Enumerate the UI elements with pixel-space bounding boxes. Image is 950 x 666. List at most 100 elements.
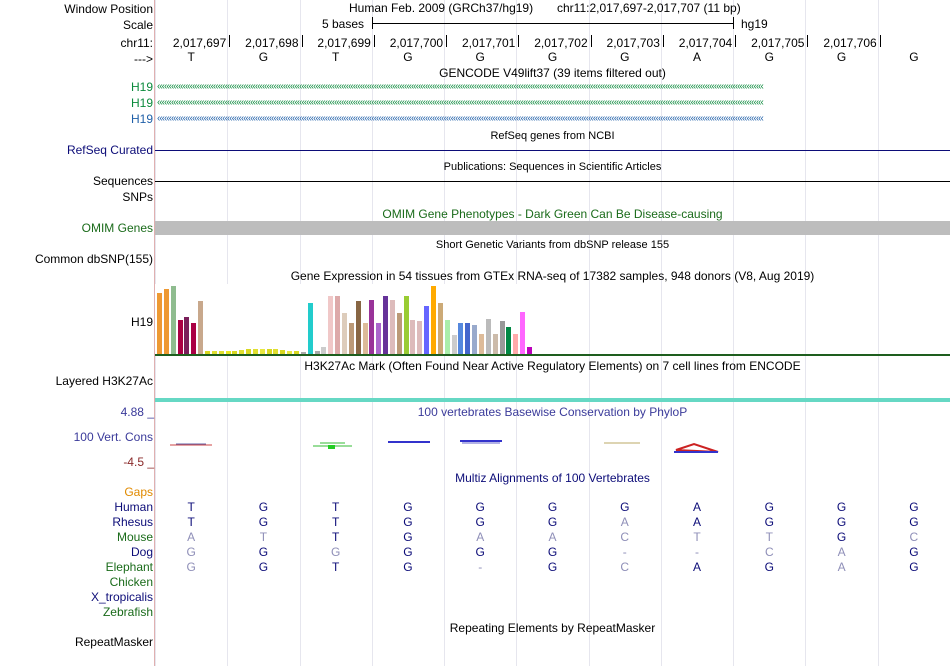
gtex-tissue-bar[interactable] [287, 351, 293, 354]
gtex-tissue-bar[interactable] [204, 351, 210, 354]
gaps-label[interactable]: Gaps [124, 485, 153, 499]
omim-track-label[interactable]: OMIM Genes [81, 221, 153, 235]
gtex-tissue-bar[interactable] [383, 296, 389, 354]
gtex-tissue-bar[interactable] [307, 303, 313, 354]
gtex-tissue-bar[interactable] [170, 286, 176, 354]
gtex-tissue-bar[interactable] [396, 313, 402, 354]
gtex-tissue-bar[interactable] [526, 347, 532, 354]
gtex-bar-chart[interactable] [155, 284, 535, 354]
gtex-tissue-bar[interactable] [465, 323, 471, 354]
gtex-tissue-bar[interactable] [437, 303, 443, 354]
gtex-tissue-bar[interactable] [232, 351, 238, 354]
aligned-base: G [909, 560, 919, 574]
h3k27ac-track-title[interactable]: H3K27Ac Mark (Often Found Near Active Re… [304, 359, 801, 373]
gtex-tissue-bar[interactable] [355, 301, 361, 354]
gtex-tissue-bar[interactable] [520, 312, 526, 354]
gtex-tissue-bar[interactable] [177, 320, 183, 354]
gtex-tissue-bar[interactable] [478, 334, 484, 354]
gencode-gene-3-feature[interactable]: ‹‹‹‹‹‹‹‹‹‹‹‹‹‹‹‹‹‹‹‹‹‹‹‹‹‹‹‹‹‹‹‹‹‹‹‹‹‹‹‹… [157, 114, 764, 124]
gtex-tissue-bar[interactable] [184, 317, 190, 354]
phylop-track-title[interactable]: 100 vertebrates Basewise Conservation by… [417, 405, 688, 419]
gtex-tissue-bar[interactable] [280, 350, 286, 354]
gtex-tissue-bar[interactable] [321, 347, 327, 354]
gtex-tissue-bar[interactable] [300, 352, 306, 354]
species-label[interactable]: Rhesus [112, 515, 153, 529]
gtex-tissue-bar[interactable] [417, 321, 423, 354]
gtex-tissue-bar[interactable] [294, 351, 299, 354]
refseq-track-label[interactable]: RefSeq Curated [66, 143, 153, 157]
h3k27ac-signal[interactable] [155, 398, 950, 402]
gtex-tissue-bar[interactable] [444, 320, 450, 354]
refseq-track-title[interactable]: RefSeq genes from NCBI [490, 130, 615, 142]
gencode-gene-1-feature[interactable]: ‹‹‹‹‹‹‹‹‹‹‹‹‹‹‹‹‹‹‹‹‹‹‹‹‹‹‹‹‹‹‹‹‹‹‹‹‹‹‹‹… [157, 82, 764, 92]
gtex-tissue-bar[interactable] [157, 293, 162, 354]
gtex-tissue-bar[interactable] [191, 323, 197, 354]
h3k27ac-track-label[interactable]: Layered H3K27Ac [55, 374, 153, 388]
dbsnp-track-title[interactable]: Short Genetic Variants from dbSNP releas… [435, 239, 670, 251]
gtex-tissue-bar[interactable] [198, 301, 204, 354]
sequence-base: T [187, 50, 195, 64]
gtex-tissue-bar[interactable] [472, 325, 478, 354]
gtex-tissue-bar[interactable] [225, 351, 231, 354]
gtex-tissue-bar[interactable] [431, 286, 436, 354]
gtex-track-label[interactable]: H19 [130, 315, 153, 329]
gtex-tissue-bar[interactable] [403, 296, 409, 354]
gencode-gene-2-label[interactable]: H19 [130, 96, 153, 110]
gtex-tissue-bar[interactable] [513, 334, 519, 354]
gencode-track-title[interactable]: GENCODE V49lift37 (39 items filtered out… [439, 66, 666, 80]
gtex-tissue-bar[interactable] [341, 313, 347, 354]
repeatmasker-track-title[interactable]: Repeating Elements by RepeatMasker [449, 621, 656, 635]
gencode-gene-2-feature[interactable]: ‹‹‹‹‹‹‹‹‹‹‹‹‹‹‹‹‹‹‹‹‹‹‹‹‹‹‹‹‹‹‹‹‹‹‹‹‹‹‹‹… [157, 98, 764, 108]
gtex-tissue-bar[interactable] [211, 351, 217, 354]
gtex-tissue-bar[interactable] [266, 349, 272, 354]
gtex-tissue-bar[interactable] [246, 349, 252, 354]
gtex-tissue-bar[interactable] [163, 289, 169, 354]
phylop-track-label[interactable]: 100 Vert. Cons [73, 430, 153, 444]
gencode-gene-1-label[interactable]: H19 [130, 80, 153, 94]
gtex-tissue-bar[interactable] [362, 323, 368, 354]
gtex-tissue-bar[interactable] [252, 349, 258, 354]
gtex-tissue-bar[interactable] [335, 296, 341, 354]
repeatmasker-track-label[interactable]: RepeatMasker [74, 635, 153, 649]
snps-label[interactable]: SNPs [122, 190, 153, 204]
publications-track-title[interactable]: Publications: Sequences in Scientific Ar… [443, 161, 662, 173]
publications-line[interactable] [155, 181, 950, 182]
refseq-gene-line[interactable] [155, 150, 950, 151]
omim-feature-bar[interactable] [155, 221, 950, 235]
gtex-tissue-bar[interactable] [389, 300, 395, 354]
gtex-tissue-bar[interactable] [348, 323, 354, 354]
omim-track-title[interactable]: OMIM Gene Phenotypes - Dark Green Can Be… [382, 207, 723, 221]
species-label[interactable]: Dog [130, 545, 153, 559]
gtex-tissue-bar[interactable] [239, 350, 245, 354]
gtex-tissue-bar[interactable] [458, 323, 464, 354]
gtex-tissue-bar[interactable] [328, 296, 334, 354]
species-label[interactable]: Human [114, 500, 153, 514]
gtex-tissue-bar[interactable] [424, 306, 430, 354]
gencode-gene-3-label[interactable]: H19 [130, 112, 153, 126]
species-label[interactable]: X_tropicalis [90, 590, 153, 604]
gtex-track-title[interactable]: Gene Expression in 54 tissues from GTEx … [290, 269, 815, 283]
species-label[interactable]: Chicken [109, 575, 153, 589]
species-label[interactable]: Mouse [116, 530, 153, 544]
aligned-base: G [403, 560, 413, 574]
species-label[interactable]: Elephant [105, 560, 153, 574]
gtex-tissue-bar[interactable] [451, 335, 457, 354]
gtex-tissue-bar[interactable] [506, 327, 512, 354]
sequence-base: A [693, 50, 702, 64]
gtex-tissue-bar[interactable] [499, 321, 505, 354]
gtex-tissue-bar[interactable] [492, 334, 498, 354]
gtex-tissue-bar[interactable] [376, 323, 382, 354]
gtex-tissue-bar[interactable] [314, 351, 320, 354]
dbsnp-track-label[interactable]: Common dbSNP(155) [34, 252, 153, 266]
publications-track-label[interactable]: Sequences [92, 174, 153, 188]
gtex-tissue-bar[interactable] [369, 300, 375, 354]
species-label[interactable]: Zebrafish [102, 605, 153, 619]
gtex-tissue-bar[interactable] [410, 320, 416, 354]
gtex-tissue-bar[interactable] [273, 349, 279, 354]
multiz-track-title[interactable]: Multiz Alignments of 100 Vertebrates [455, 471, 650, 485]
gtex-tissue-bar[interactable] [218, 351, 224, 354]
gtex-tissue-bar[interactable] [259, 349, 265, 354]
gtex-tissue-bar[interactable] [485, 319, 491, 354]
